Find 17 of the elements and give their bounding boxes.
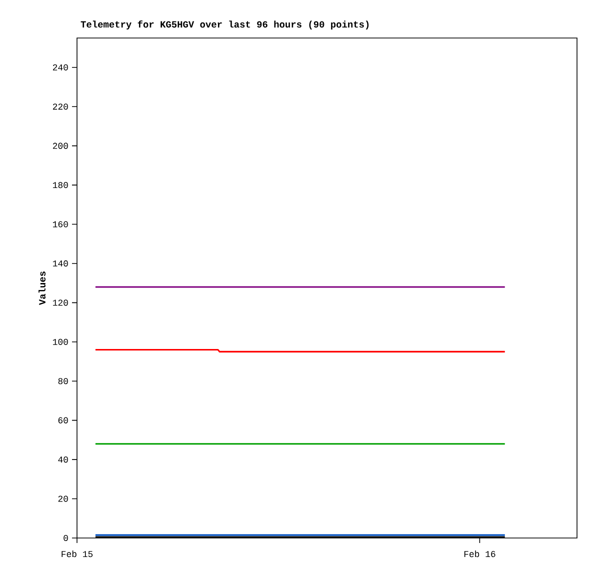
y-tick-label: 80 bbox=[58, 378, 68, 384]
x-tick-label: Feb 15 bbox=[62, 550, 93, 558]
y-tick-label: 120 bbox=[52, 300, 68, 306]
y-tick-label: 240 bbox=[52, 64, 68, 70]
y-tick-label: 220 bbox=[52, 104, 68, 110]
y-tick-label: 140 bbox=[52, 260, 68, 267]
y-tick-label: 200 bbox=[52, 142, 68, 149]
y-tick-label: 180 bbox=[52, 182, 68, 188]
x-tick-label: Feb 16 bbox=[464, 550, 496, 558]
y-tick-label: 40 bbox=[58, 456, 68, 463]
y-tick-label: 0 bbox=[64, 534, 68, 542]
y-tick-label: 60 bbox=[58, 417, 68, 424]
y-tick-label: 20 bbox=[58, 496, 68, 502]
y-tick-label: 160 bbox=[52, 221, 68, 228]
y-axis-title: Values bbox=[38, 272, 46, 306]
chart-title: Telemetry for KG5HGV over last 96 hours (90 points) bbox=[80, 20, 369, 30]
y-tick-label: 100 bbox=[52, 338, 68, 345]
